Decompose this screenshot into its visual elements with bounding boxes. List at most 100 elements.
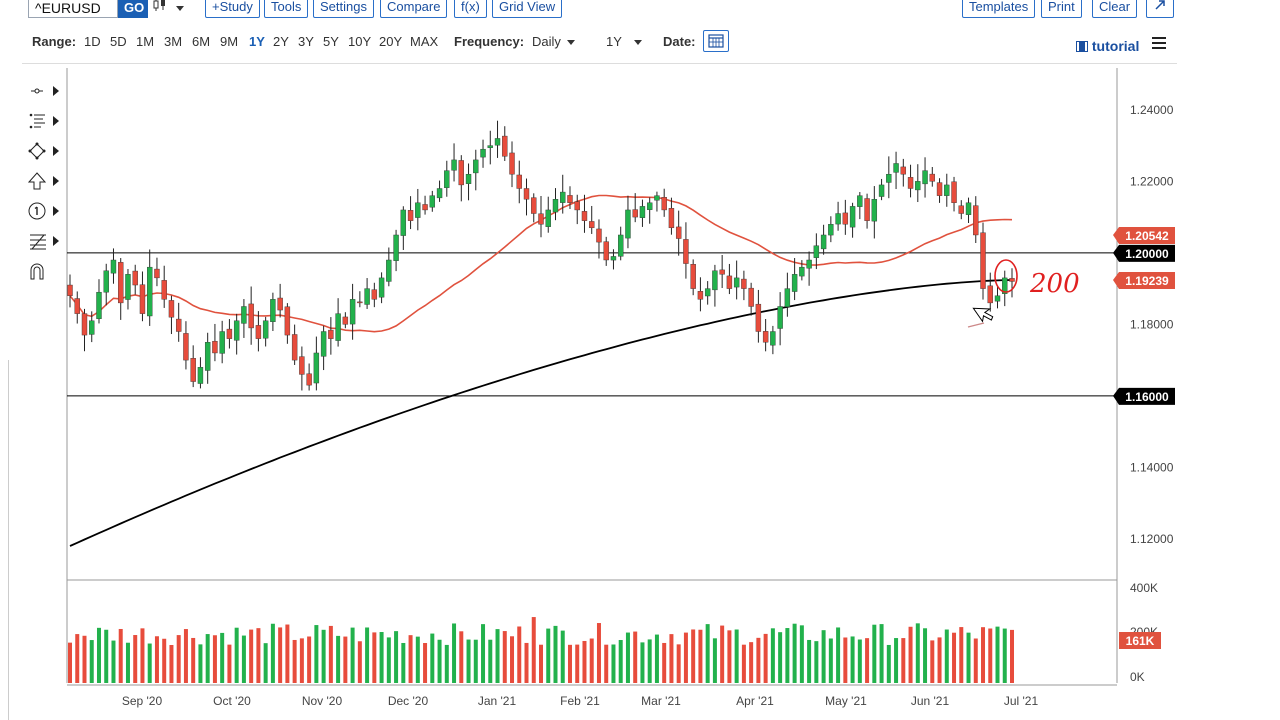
range-option[interactable]: 1M	[136, 34, 155, 49]
expand-button[interactable]	[1146, 0, 1174, 18]
candle	[1009, 278, 1015, 282]
range-option[interactable]: 1D	[84, 34, 101, 49]
fibonacci-tool[interactable]	[22, 230, 62, 252]
level-tag-2-pointer	[1113, 387, 1119, 405]
x-tick-label: Nov '20	[302, 694, 343, 708]
candle	[907, 177, 914, 189]
tools-button[interactable]: Tools	[264, 0, 309, 18]
print-button[interactable]: Print	[1041, 0, 1082, 18]
calendar-icon	[708, 34, 724, 48]
volume-bar	[531, 617, 536, 683]
candle	[929, 173, 935, 182]
templates-button[interactable]: Templates	[962, 0, 1036, 18]
volume-bar	[1002, 628, 1007, 683]
candle	[806, 259, 812, 269]
ma200-value-tag: 1.19239	[1125, 274, 1169, 288]
volume-bar	[894, 638, 899, 683]
compare-button[interactable]: Compare	[380, 0, 448, 18]
range-option[interactable]: 9M	[220, 34, 239, 49]
range-option[interactable]: 3Y	[298, 34, 314, 49]
candlestick-icon	[153, 0, 165, 11]
period-value: 1Y	[606, 34, 622, 49]
volume-bar	[444, 644, 449, 683]
shapes-tool[interactable]	[22, 140, 62, 162]
arrow-up-icon	[27, 172, 47, 190]
range-option-active[interactable]: 1Y	[249, 34, 265, 49]
chart-type-selector[interactable]	[152, 0, 184, 15]
film-icon	[1076, 41, 1088, 52]
volume-bar	[567, 644, 572, 683]
candle	[915, 181, 921, 191]
go-button[interactable]: GO	[118, 0, 148, 18]
range-option[interactable]: 10Y	[348, 34, 372, 49]
clear-button[interactable]: Clear	[1092, 0, 1138, 18]
frequency-select[interactable]: Daily	[532, 34, 575, 49]
candle	[451, 159, 457, 171]
volume-bar	[923, 628, 928, 683]
volume-bar	[502, 631, 507, 683]
x-tick-label: Jul '21	[1004, 694, 1039, 708]
volume-bar	[133, 635, 138, 683]
tutorial-link[interactable]: tutorial	[1076, 38, 1139, 54]
volume-bar	[589, 638, 594, 683]
volume-bar	[828, 638, 833, 683]
study-button[interactable]: +Study	[205, 0, 260, 18]
range-option[interactable]: 3M	[164, 34, 183, 49]
volume-bar	[596, 623, 601, 683]
lines-tool[interactable]	[22, 110, 62, 132]
volume-bar	[357, 641, 362, 683]
volume-bar	[676, 644, 681, 683]
candle	[639, 206, 646, 218]
volume-bar	[386, 637, 391, 683]
annotation-tool[interactable]	[22, 200, 62, 222]
volume-bar	[183, 629, 188, 683]
candle	[197, 367, 204, 384]
settings-button[interactable]: Settings	[313, 0, 374, 18]
volume-bar	[981, 627, 986, 683]
chevron-down-icon	[633, 40, 642, 46]
candle	[625, 209, 631, 239]
volume-bar	[857, 639, 862, 683]
volume-bar	[821, 630, 826, 683]
grid-view-button[interactable]: Grid View	[492, 0, 563, 18]
drawing-lines-icon	[29, 113, 45, 129]
range-option[interactable]: 2Y	[273, 34, 289, 49]
candle	[502, 135, 508, 157]
candle	[407, 210, 414, 221]
volume-bar	[843, 637, 848, 683]
range-option[interactable]: 20Y	[379, 34, 403, 49]
x-tick-label: Sep '20	[122, 694, 163, 708]
candle	[741, 278, 747, 289]
range-option[interactable]: MAX	[410, 34, 439, 49]
crosshair-tool[interactable]	[22, 80, 62, 102]
candle	[857, 195, 863, 207]
candle	[704, 288, 711, 297]
hamburger-icon[interactable]	[1152, 37, 1166, 49]
frequency-value: Daily	[532, 34, 561, 49]
function-button[interactable]: f(x)	[454, 0, 487, 18]
volume-bar	[560, 630, 565, 683]
volume-bar	[807, 639, 812, 683]
date-picker-button[interactable]	[703, 30, 729, 52]
volume-bar	[930, 640, 935, 683]
symbol-input[interactable]: ^EURUSD	[28, 0, 118, 18]
volume-bar	[307, 636, 312, 683]
volume-bar	[763, 633, 768, 683]
range-option[interactable]: 5Y	[323, 34, 339, 49]
candle	[813, 245, 820, 258]
period-select[interactable]: 1Y	[606, 34, 642, 49]
volume-bar	[698, 629, 703, 683]
volume-bar	[154, 636, 159, 683]
magnet-tool[interactable]	[22, 260, 62, 282]
range-option[interactable]: 6M	[192, 34, 211, 49]
volume-bar	[321, 629, 326, 683]
arrow-tool[interactable]	[22, 170, 62, 192]
volume-bar	[147, 643, 152, 683]
volume-bar	[952, 632, 957, 683]
annotation-number-icon	[28, 202, 46, 220]
range-option[interactable]: 5D	[110, 34, 127, 49]
volume-bar	[299, 638, 304, 683]
volume-bar	[640, 642, 645, 683]
frequency-label: Frequency:	[454, 34, 525, 49]
